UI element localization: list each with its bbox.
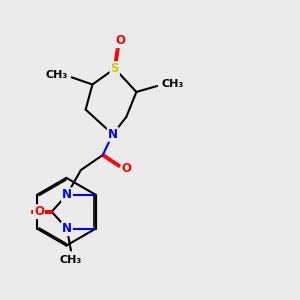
Text: O: O xyxy=(122,162,132,175)
Text: CH₃: CH₃ xyxy=(60,255,82,265)
Text: N: N xyxy=(108,128,118,141)
Text: O: O xyxy=(34,205,44,218)
Text: N: N xyxy=(62,188,72,201)
Text: CH₃: CH₃ xyxy=(161,79,183,89)
Text: N: N xyxy=(62,222,72,235)
Text: S: S xyxy=(110,62,119,75)
Text: O: O xyxy=(115,34,125,47)
Text: CH₃: CH₃ xyxy=(46,70,68,80)
